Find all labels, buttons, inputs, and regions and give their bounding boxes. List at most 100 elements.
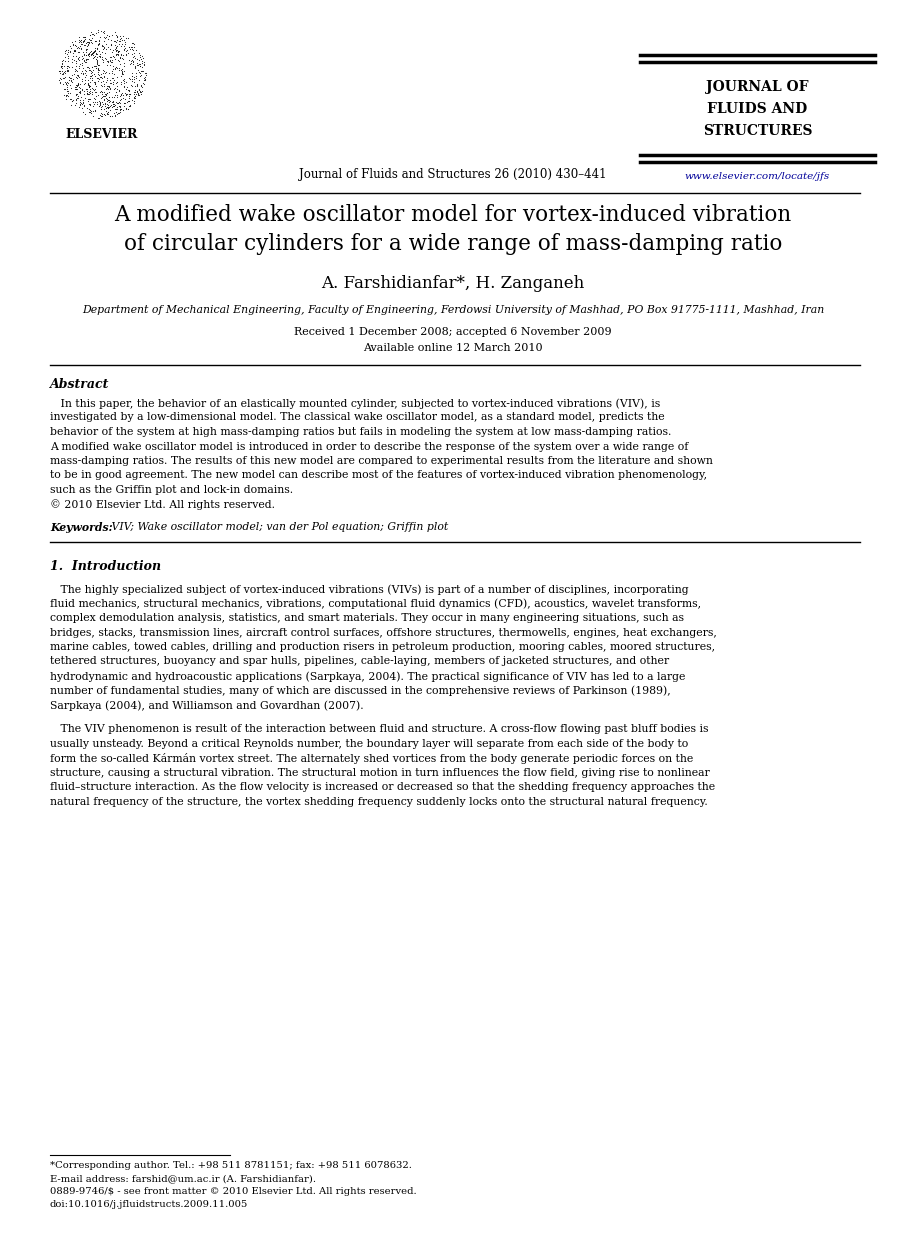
Point	[63, 76, 77, 95]
Point	[131, 85, 145, 105]
Point	[52, 62, 66, 82]
Point	[86, 97, 101, 116]
Point	[58, 43, 73, 63]
Point	[92, 66, 106, 85]
Point	[109, 57, 123, 77]
Point	[61, 61, 75, 80]
Point	[116, 56, 131, 76]
Point	[83, 74, 97, 94]
Point	[77, 82, 92, 102]
Point	[79, 52, 93, 72]
Point	[60, 77, 74, 97]
Point	[94, 105, 109, 125]
Point	[63, 83, 77, 103]
Point	[124, 71, 139, 90]
Point	[88, 82, 102, 102]
Point	[102, 90, 116, 110]
Point	[92, 95, 106, 115]
Point	[74, 38, 89, 58]
Point	[137, 74, 151, 94]
Point	[92, 90, 106, 110]
Point	[93, 88, 108, 108]
Point	[126, 47, 141, 67]
Point	[63, 68, 77, 88]
Text: complex demodulation analysis, statistics, and smart materials. They occur in ma: complex demodulation analysis, statistic…	[50, 613, 684, 623]
Point	[125, 40, 140, 59]
Point	[74, 56, 89, 76]
Point	[87, 74, 102, 94]
Point	[123, 76, 138, 95]
Text: marine cables, towed cables, drilling and production risers in petroleum product: marine cables, towed cables, drilling an…	[50, 643, 715, 652]
Point	[107, 79, 122, 99]
Point	[65, 69, 80, 89]
Point	[101, 102, 115, 121]
Point	[68, 59, 83, 79]
Point	[83, 67, 98, 87]
Point	[93, 93, 108, 113]
Point	[93, 83, 108, 103]
Point	[65, 90, 80, 110]
Point	[112, 104, 126, 124]
Point	[89, 83, 103, 103]
Text: investigated by a low-dimensional model. The classical wake oscillator model, as: investigated by a low-dimensional model.…	[50, 412, 665, 422]
Point	[77, 52, 92, 72]
Point	[91, 72, 105, 92]
Point	[85, 84, 100, 104]
Point	[132, 82, 147, 102]
Point	[77, 59, 92, 79]
Point	[129, 66, 143, 85]
Point	[73, 82, 87, 102]
Point	[74, 72, 89, 92]
Point	[132, 54, 147, 74]
Point	[71, 74, 85, 94]
Point	[96, 83, 111, 103]
Point	[63, 42, 77, 62]
Point	[94, 104, 109, 124]
Point	[132, 56, 147, 76]
Point	[125, 51, 140, 71]
Point	[68, 41, 83, 61]
Point	[131, 59, 145, 79]
Point	[77, 27, 92, 47]
Point	[123, 53, 138, 73]
Point	[90, 93, 104, 113]
Point	[108, 105, 122, 125]
Point	[125, 67, 140, 87]
Point	[75, 79, 90, 99]
Point	[98, 38, 112, 58]
Point	[88, 41, 102, 61]
Point	[116, 77, 131, 97]
Point	[102, 47, 117, 67]
Point	[134, 80, 149, 100]
Point	[139, 63, 153, 83]
Point	[53, 61, 67, 80]
Point	[78, 66, 93, 85]
Point	[82, 77, 96, 97]
Point	[115, 33, 130, 53]
Point	[92, 61, 106, 80]
Text: A modified wake oscillator model for vortex-induced vibration: A modified wake oscillator model for vor…	[114, 204, 792, 227]
Point	[100, 26, 114, 46]
Point	[111, 94, 125, 114]
Point	[83, 76, 97, 95]
Point	[83, 73, 98, 93]
Point	[83, 94, 97, 114]
Point	[103, 35, 118, 54]
Point	[106, 72, 121, 92]
Point	[112, 80, 126, 100]
Point	[71, 88, 85, 108]
Point	[93, 94, 108, 114]
Point	[77, 31, 92, 51]
Point	[112, 28, 127, 48]
Point	[78, 27, 93, 47]
Point	[114, 45, 129, 64]
Point	[123, 40, 138, 59]
Point	[85, 63, 100, 83]
Point	[111, 93, 125, 113]
Point	[106, 97, 121, 116]
Point	[92, 108, 106, 128]
Text: Department of Mechanical Engineering, Faculty of Engineering, Ferdowsi Universit: Department of Mechanical Engineering, Fa…	[82, 305, 824, 314]
Point	[56, 68, 71, 88]
Point	[58, 79, 73, 99]
Point	[95, 42, 110, 62]
